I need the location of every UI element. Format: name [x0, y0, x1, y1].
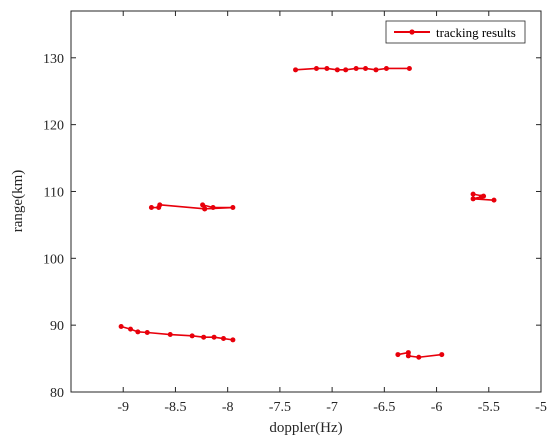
track-point	[313, 65, 319, 71]
track-point	[167, 332, 173, 338]
series-layer	[118, 65, 497, 360]
x-axis-ticks: -9 -8.5 -8 -7.5 -7 -6.5 -6 -5.5 -5	[117, 11, 547, 415]
track-point	[395, 352, 401, 358]
track-point	[230, 205, 236, 211]
y-axis-ticks: 80 90 100 110 120 130	[43, 52, 541, 401]
track-point	[157, 202, 163, 208]
track-point	[439, 352, 445, 358]
y-tick-label: 90	[50, 319, 64, 334]
x-tick-label: -9	[117, 400, 129, 415]
track-point	[373, 67, 379, 73]
x-tick-label: -6.5	[373, 400, 395, 415]
y-tick-label: 120	[43, 119, 64, 134]
x-tick-label: -7.5	[269, 400, 291, 415]
track-point	[470, 196, 476, 202]
track-point	[293, 67, 299, 73]
track-point	[491, 197, 497, 203]
x-tick-label: -7	[326, 400, 338, 415]
track-point	[324, 65, 330, 71]
legend-marker-swatch	[409, 29, 415, 35]
track-point	[230, 337, 236, 343]
track-point	[406, 65, 412, 71]
track-point	[416, 354, 422, 360]
track-point	[135, 329, 141, 335]
x-axis-label: doppler(Hz)	[269, 420, 342, 436]
track-point	[363, 65, 369, 71]
track-point	[211, 334, 217, 340]
y-tick-label: 130	[43, 52, 64, 67]
x-tick-label: -6	[431, 400, 443, 415]
track-point	[220, 336, 226, 342]
track-point	[118, 323, 124, 329]
track-point	[189, 333, 195, 339]
y-axis-label: range(km)	[10, 170, 26, 232]
track-line-1	[295, 67, 410, 71]
x-tick-label: -5.5	[478, 400, 500, 415]
y-tick-label: 80	[50, 386, 64, 401]
legend: tracking results	[385, 20, 526, 44]
track-point	[334, 67, 340, 73]
y-tick-label: 100	[43, 252, 64, 267]
track-point	[202, 206, 208, 212]
track-point	[478, 194, 484, 200]
plot-area	[70, 10, 542, 393]
track-point	[383, 65, 389, 71]
track-point	[144, 330, 150, 336]
track-point	[210, 205, 216, 211]
track-point	[148, 205, 154, 211]
track-line-4	[120, 325, 234, 341]
track-point	[353, 65, 359, 71]
y-tick-label: 110	[44, 185, 64, 200]
x-tick-label: -5	[535, 400, 547, 415]
track-point	[405, 353, 411, 359]
track-point	[201, 334, 207, 340]
track-point	[128, 326, 134, 332]
legend-box	[385, 20, 526, 44]
track-point	[343, 67, 349, 73]
legend-entry-label: tracking results	[436, 25, 516, 40]
x-tick-label: -8.5	[164, 400, 186, 415]
track-point	[200, 202, 206, 208]
track-point	[470, 191, 476, 197]
x-tick-label: -8	[222, 400, 234, 415]
